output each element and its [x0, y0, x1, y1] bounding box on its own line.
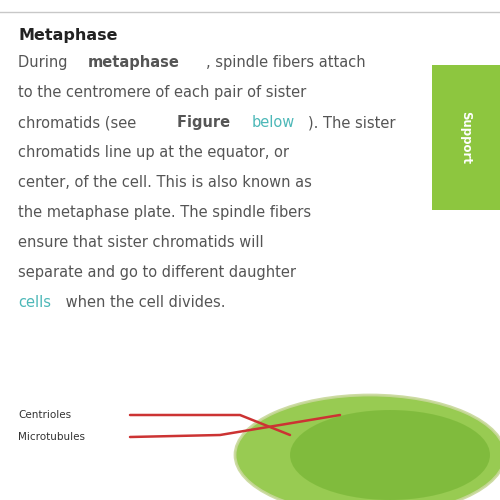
Text: , spindle fibers attach: , spindle fibers attach: [206, 55, 366, 70]
Text: Centrioles: Centrioles: [18, 410, 71, 420]
Text: Support: Support: [460, 111, 472, 164]
Text: when the cell divides.: when the cell divides.: [60, 295, 225, 310]
Ellipse shape: [235, 395, 500, 500]
Text: ). The sister: ). The sister: [308, 115, 395, 130]
Text: Metaphase: Metaphase: [18, 28, 117, 43]
Text: chromatids (see: chromatids (see: [18, 115, 141, 130]
Text: separate and go to different daughter: separate and go to different daughter: [18, 265, 296, 280]
Text: below: below: [252, 115, 295, 130]
Text: Microtubules: Microtubules: [18, 432, 85, 442]
Bar: [432, 65, 500, 210]
Text: Figure: Figure: [176, 115, 235, 130]
Text: the metaphase plate. The spindle fibers: the metaphase plate. The spindle fibers: [18, 205, 311, 220]
Text: metaphase: metaphase: [88, 55, 180, 70]
Ellipse shape: [290, 410, 490, 500]
Text: cells: cells: [18, 295, 51, 310]
Text: to the centromere of each pair of sister: to the centromere of each pair of sister: [18, 85, 306, 100]
Text: During: During: [18, 55, 72, 70]
Text: center, of the cell. This is also known as: center, of the cell. This is also known …: [18, 175, 312, 190]
Text: ensure that sister chromatids will: ensure that sister chromatids will: [18, 235, 264, 250]
Text: chromatids line up at the equator, or: chromatids line up at the equator, or: [18, 145, 289, 160]
